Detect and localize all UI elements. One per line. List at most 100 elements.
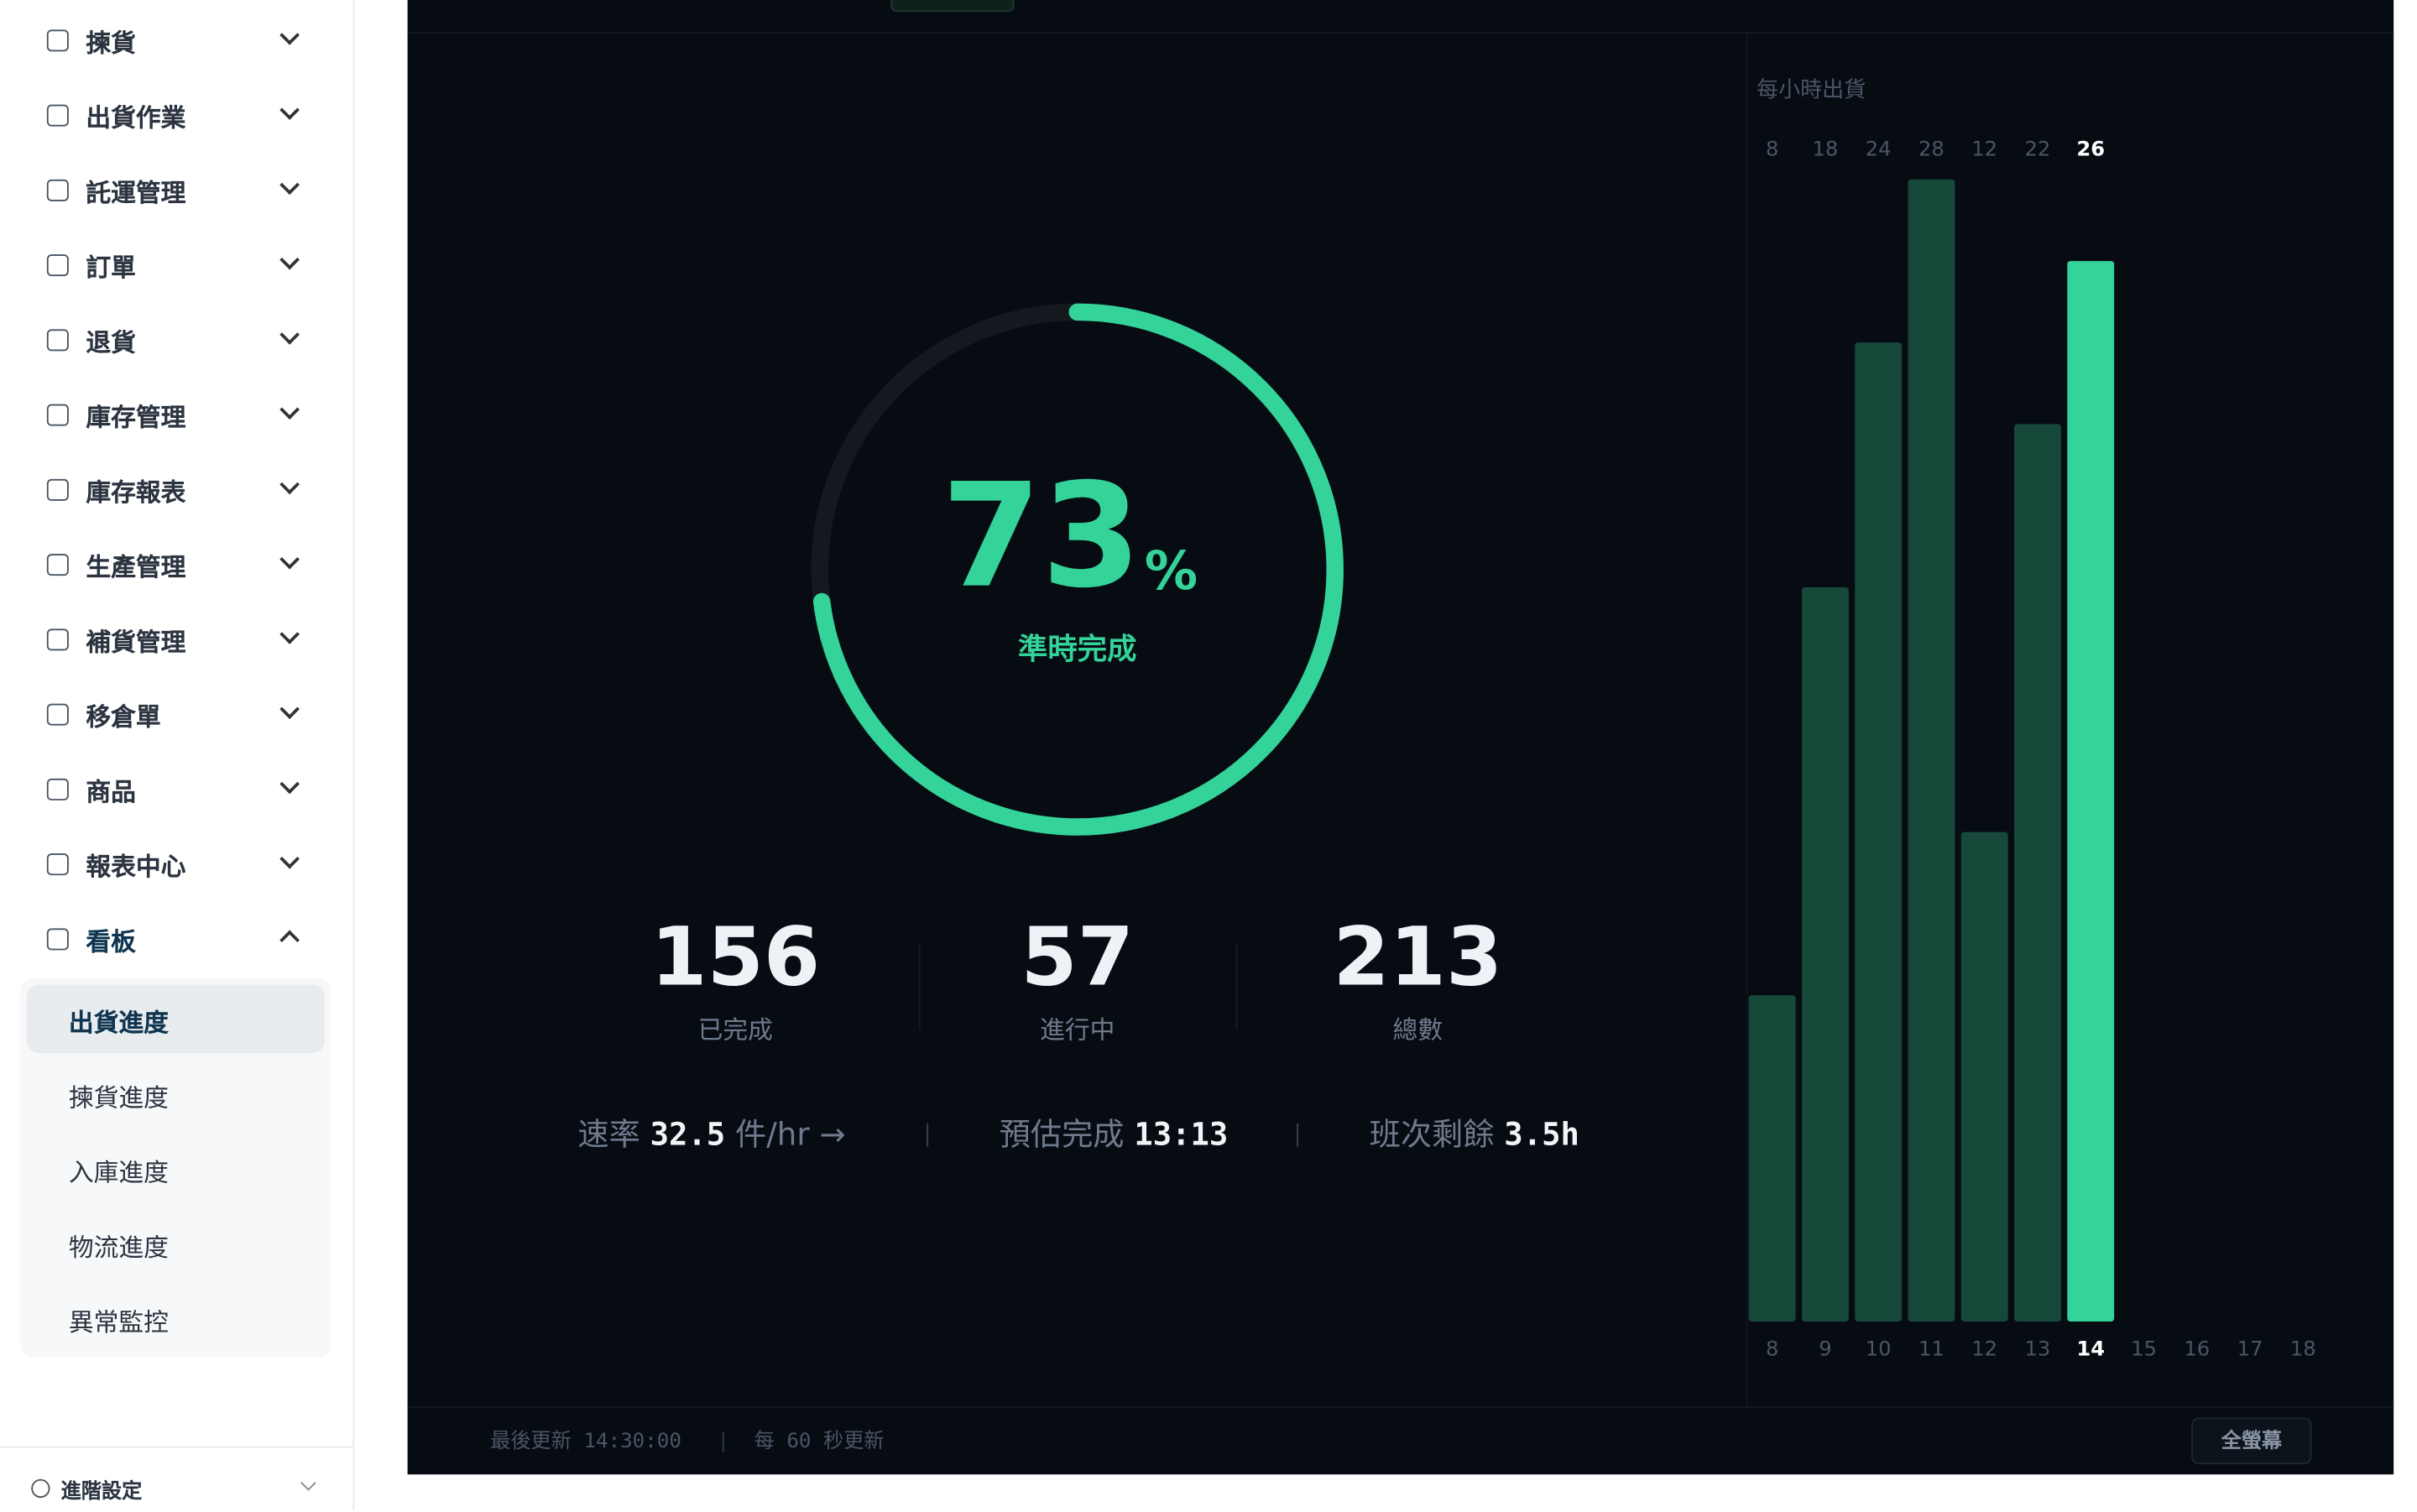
menu-icon — [46, 104, 69, 127]
separator: | — [720, 1429, 727, 1452]
menu-icon — [46, 928, 69, 951]
metric-unit: 件/hr → — [735, 1115, 846, 1152]
menu-item[interactable]: 揀貨 — [46, 17, 305, 64]
menu-label: 庫存管理 — [86, 402, 186, 433]
refresh-info: 每 60 秒更新 — [754, 1429, 885, 1452]
submenu-item[interactable]: 異常監控 — [68, 1307, 169, 1337]
stat-label: 已完成 — [698, 1016, 773, 1045]
sidebar: 進階設定 揀貨出貨作業託運管理訂單退貨庫存管理庫存報表生產管理補貨管理移倉單商品… — [0, 0, 355, 1512]
stat-label: 總數 — [1393, 1016, 1443, 1045]
submenu-item[interactable]: 物流進度 — [68, 1233, 169, 1263]
menu-icon — [46, 478, 69, 501]
menu-label: 託運管理 — [86, 177, 186, 208]
metric-value: 13:13 — [1134, 1115, 1228, 1152]
bar-value-label: 28 — [1918, 138, 1945, 161]
stat-label: 進行中 — [1040, 1016, 1115, 1045]
menu-icon — [46, 853, 69, 876]
bar — [1855, 342, 1903, 1322]
menu-item[interactable]: 訂單 — [46, 242, 305, 289]
x-tick-label: 15 — [2131, 1337, 2157, 1360]
metric-value: 32.5 — [650, 1115, 726, 1152]
metric-label: 預估完成 — [1000, 1115, 1125, 1152]
menu-label: 出貨作業 — [86, 102, 186, 133]
menu-label: 訂單 — [86, 253, 136, 283]
menu-icon — [46, 554, 69, 576]
divider — [0, 1446, 353, 1448]
bar-value-label: 22 — [2025, 138, 2051, 161]
menu-label: 揀貨 — [86, 28, 136, 58]
x-tick-label: 14 — [2076, 1337, 2105, 1360]
submenu-item[interactable]: 揀貨進度 — [68, 1082, 169, 1113]
menu-label: 報表中心 — [86, 852, 186, 882]
menu-item[interactable]: 庫存管理 — [46, 392, 305, 439]
menu-label: 看板 — [86, 926, 136, 957]
x-tick-label: 16 — [2184, 1337, 2210, 1360]
bar-value-label: 18 — [1813, 138, 1839, 161]
menu-icon — [46, 329, 69, 352]
settings-button[interactable]: 進階設定 — [31, 1465, 316, 1512]
settings-label: 進階設定 — [60, 1479, 143, 1504]
metric-label: 速率 — [577, 1115, 639, 1152]
menu-icon — [46, 404, 69, 426]
menu-item[interactable]: 報表中心 — [46, 841, 305, 888]
gauge-arc — [811, 303, 1344, 836]
menu-item[interactable]: 移倉單 — [46, 691, 305, 738]
stat-value: 213 — [1333, 910, 1502, 1004]
fullscreen-label: 全螢幕 — [2221, 1429, 2283, 1452]
gauge-unit: % — [1145, 540, 1198, 602]
submenu-item[interactable]: 入庫進度 — [68, 1157, 169, 1188]
fullscreen-button[interactable] — [2191, 1417, 2312, 1465]
x-tick-label: 13 — [2025, 1337, 2051, 1360]
gear-icon — [31, 1478, 50, 1499]
metric: 班次剩餘 3.5h — [1370, 1115, 1579, 1152]
menu-label: 庫存報表 — [86, 477, 186, 508]
menu-item[interactable]: 補貨管理 — [46, 617, 305, 664]
bar — [1960, 832, 2008, 1322]
menu-label: 商品 — [86, 777, 136, 807]
bar — [2067, 261, 2115, 1322]
x-tick-label: 11 — [1918, 1337, 1945, 1360]
menu-icon — [46, 179, 69, 201]
bar — [1748, 995, 1796, 1322]
menu-item[interactable]: 託運管理 — [46, 167, 305, 214]
menu-label: 生產管理 — [86, 552, 186, 582]
bar-value-label: 8 — [1766, 138, 1778, 161]
menu-label: 補貨管理 — [86, 627, 186, 657]
x-tick-label: 8 — [1766, 1337, 1778, 1360]
menu-item[interactable]: 生產管理 — [46, 541, 305, 588]
menu-item[interactable]: 退貨 — [46, 316, 305, 363]
gauge-value: 73 — [942, 453, 1141, 620]
chart-title: 每小時出貨 — [1757, 77, 1866, 102]
bar — [1908, 179, 1955, 1322]
menu-icon — [46, 29, 69, 52]
bar-value-label: 26 — [2076, 138, 2105, 161]
menu-item[interactable]: 出貨作業 — [46, 92, 305, 139]
dashboard-bg — [407, 0, 2394, 1475]
menu-icon — [46, 254, 69, 277]
last-updated: 最後更新 14:30:00 — [490, 1429, 681, 1452]
menu-item[interactable]: 庫存報表 — [46, 467, 305, 514]
selected-item — [26, 984, 325, 1054]
menu-item[interactable]: 看板 — [46, 916, 305, 963]
bar — [2014, 424, 2061, 1322]
submenu-item[interactable]: 出貨進度 — [68, 1008, 169, 1038]
menu-label: 移倉單 — [86, 701, 161, 733]
menu-icon — [46, 778, 69, 800]
menu-label: 退貨 — [86, 327, 136, 357]
metric-value: 3.5h — [1504, 1115, 1579, 1152]
gauge-label: 準時完成 — [1018, 632, 1136, 666]
menu-item[interactable]: 商品 — [46, 766, 305, 813]
x-tick-label: 18 — [2290, 1337, 2316, 1360]
metric: 預估完成 13:13 — [1000, 1115, 1229, 1152]
stat-value: 57 — [1021, 910, 1134, 1004]
header-button[interactable] — [890, 0, 1015, 12]
stat-value: 156 — [650, 910, 820, 1004]
menu-icon — [46, 628, 69, 651]
bar-value-label: 12 — [1971, 138, 1997, 161]
menu-icon — [46, 703, 69, 726]
x-tick-label: 17 — [2237, 1337, 2263, 1360]
bar-value-label: 24 — [1866, 138, 1892, 161]
